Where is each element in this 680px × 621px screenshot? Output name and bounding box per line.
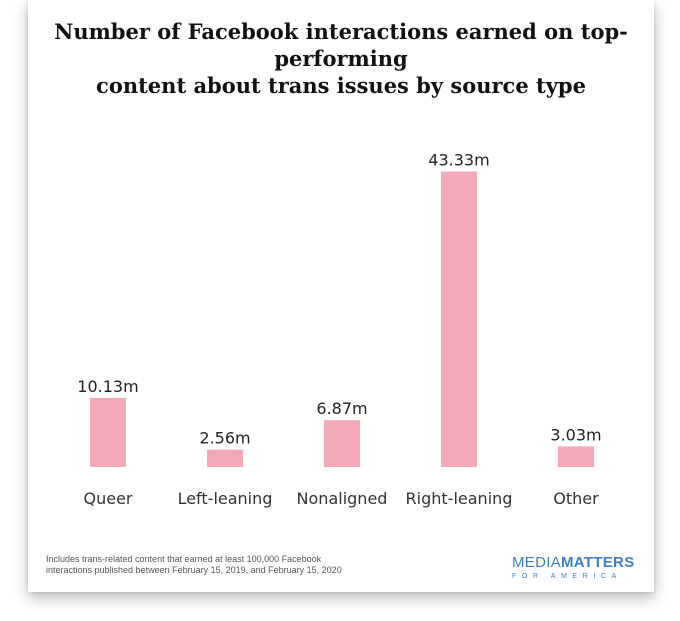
data-label: 10.13m: [77, 377, 138, 396]
footnote: Includes trans-related content that earn…: [46, 554, 386, 576]
chart-title-line-1: Number of Facebook interactions earned o…: [54, 19, 628, 71]
data-label: 2.56m: [199, 429, 250, 448]
logo-subtitle: FOR AMERICA: [512, 573, 622, 580]
data-label: 3.03m: [550, 425, 601, 444]
bar-chart: 10.13m Queer 2.56m Left-leaning 6.87m Nonalig…: [77, 150, 601, 508]
category-label: Nonaligned: [297, 489, 388, 508]
footnote-line-1: Includes trans-related content that earn…: [46, 554, 322, 564]
chart-title: Number of Facebook interactions earned o…: [28, 18, 654, 99]
logo-word-matters: MATTERS: [561, 554, 635, 571]
bar-right-leaning: [441, 171, 477, 468]
bar-left-leaning: [207, 449, 243, 467]
footnote-line-2: interactions published between February …: [46, 565, 342, 575]
bar-other: [558, 446, 594, 467]
bar-queer: [90, 397, 126, 467]
data-label: 6.87m: [316, 399, 367, 418]
chart-card: Number of Facebook interactions earned o…: [28, 0, 654, 592]
category-label: Queer: [84, 489, 133, 508]
media-matters-logo: MEDIAMATTERS FOR AMERICA: [512, 555, 642, 581]
data-label: 43.33m: [428, 150, 489, 169]
chart-title-line-2: content about trans issues by source typ…: [96, 73, 586, 98]
category-label: Right-leaning: [406, 489, 513, 508]
category-label: Left-leaning: [178, 489, 273, 508]
bar-nonaligned: [324, 420, 360, 467]
logo-word-media: MEDIA: [512, 554, 562, 571]
category-label: Other: [553, 489, 599, 508]
